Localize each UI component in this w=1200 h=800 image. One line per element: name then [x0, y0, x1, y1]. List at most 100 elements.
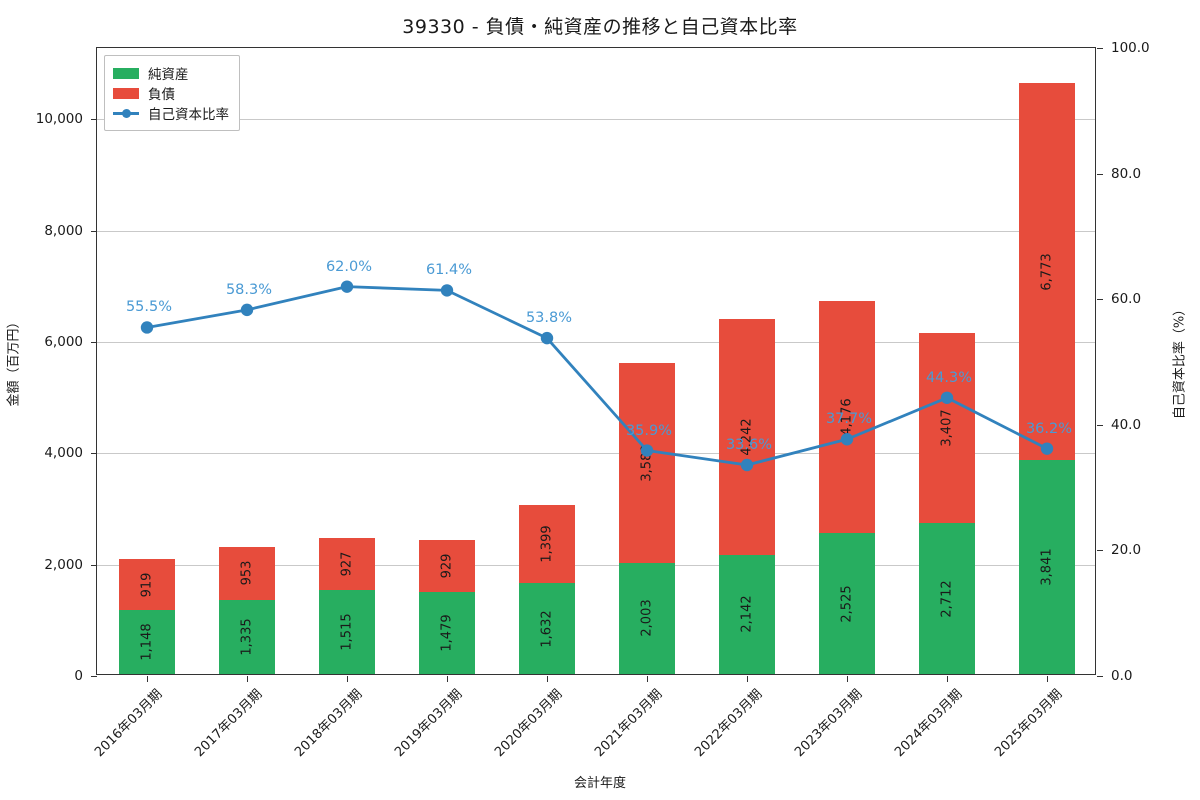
- bar-segment-net-assets[interactable]: 1,335: [219, 599, 275, 674]
- red-swatch-icon: [113, 87, 139, 99]
- legend-label-liabilities: 負債: [148, 87, 175, 103]
- x-tick-label: 2025年03月期: [992, 686, 1066, 761]
- y-tick-mark-right: [1097, 676, 1103, 677]
- x-tick-label: 2024年03月期: [892, 686, 966, 761]
- line-marker[interactable]: [440, 284, 454, 297]
- bar-segment-liabilities[interactable]: 3,407: [919, 333, 975, 524]
- line-marker[interactable]: [640, 444, 654, 457]
- line-value-label: 61.4%: [425, 262, 473, 279]
- bar-group[interactable]: 3,841 6,773: [1019, 46, 1075, 674]
- line-marker[interactable]: [240, 303, 254, 317]
- bar-segment-liabilities[interactable]: 953: [219, 546, 275, 600]
- line-marker[interactable]: [840, 433, 854, 446]
- x-tick-mark: [947, 676, 948, 682]
- line-marker[interactable]: [740, 458, 754, 472]
- y-tick-label-left: 0: [74, 668, 83, 684]
- x-tick-mark: [647, 676, 648, 682]
- bar-segment-net-assets[interactable]: 1,632: [519, 583, 575, 674]
- bar-segment-liabilities[interactable]: 4,242: [719, 318, 775, 555]
- bar-segment-net-assets[interactable]: 1,148: [119, 610, 175, 674]
- legend-item-net-assets: 純資産: [113, 63, 229, 83]
- bar-segment-liabilities[interactable]: 4,176: [819, 300, 875, 534]
- x-tick-mark: [447, 676, 448, 682]
- bar-group[interactable]: 2,142 4,242: [719, 46, 775, 674]
- x-tick-label: 2017年03月期: [192, 686, 266, 761]
- y-tick-label-left: 2,000: [44, 556, 83, 573]
- line-marker[interactable]: [1040, 442, 1054, 455]
- x-tick-mark: [147, 676, 148, 682]
- chart-legend: 純資産 負債 自己資本比率: [104, 55, 240, 131]
- y-tick-label-left: 4,000: [44, 445, 83, 462]
- x-axis-label: 会計年度: [573, 776, 626, 791]
- y-tick-label-right: 60.0: [1111, 291, 1142, 308]
- y-axis-label-left: 金額（百万円）: [6, 315, 22, 407]
- bar-group[interactable]: 1,515 927: [319, 46, 375, 674]
- x-tick-label: 2018年03月期: [292, 686, 366, 761]
- bar-segment-liabilities[interactable]: 919: [119, 558, 175, 611]
- bar-segment-liabilities[interactable]: 929: [419, 539, 475, 592]
- bar-segment-net-assets[interactable]: 2,525: [819, 533, 875, 674]
- green-swatch-icon: [113, 67, 139, 79]
- line-value-label: 55.5%: [125, 299, 173, 316]
- line-marker[interactable]: [340, 280, 354, 293]
- line-marker[interactable]: [140, 321, 154, 334]
- line-value-label: 36.2%: [1025, 420, 1073, 437]
- line-value-label: 58.3%: [225, 281, 273, 298]
- y-tick-label-right: 40.0: [1111, 416, 1142, 433]
- gridline: [97, 341, 1095, 343]
- y-tick-label-right: 0.0: [1111, 668, 1133, 684]
- y-tick-mark-left: [91, 119, 97, 121]
- legend-item-liabilities: 負債: [113, 83, 229, 103]
- gridline: [97, 119, 1095, 121]
- line-value-label: 62.0%: [325, 258, 373, 275]
- bar-segment-liabilities[interactable]: 6,773: [1019, 83, 1075, 461]
- bar-segment-net-assets[interactable]: 3,841: [1019, 460, 1075, 674]
- bar-group[interactable]: 1,479 929: [419, 46, 475, 674]
- bar-group[interactable]: 2,003 3,580: [619, 46, 675, 674]
- y-tick-label-left: 8,000: [44, 222, 83, 239]
- bar-segment-liabilities[interactable]: 1,399: [519, 505, 575, 584]
- y-tick-mark-left: [91, 564, 97, 566]
- bar-segment-liabilities[interactable]: 3,580: [619, 363, 675, 563]
- gridline: [97, 230, 1095, 232]
- x-tick-label: 2020年03月期: [492, 686, 566, 761]
- gridline: [97, 564, 1095, 566]
- bar-group[interactable]: 1,148 919: [119, 46, 175, 674]
- bar-group[interactable]: 2,525 4,176: [819, 46, 875, 674]
- plot-area: 0 2,000 4,000 6,000 8,000 10,000 0.0 20.0 40.0 60…: [36, 40, 1150, 684]
- x-tick-label: 2023年03月期: [792, 686, 866, 761]
- y-tick-mark-left: [91, 453, 97, 455]
- y-tick-label-left: 10,000: [35, 111, 83, 128]
- x-tick-mark: [747, 676, 748, 682]
- y-axis-label-right: 自己資本比率（%）: [1172, 302, 1188, 420]
- line-value-label: 44.3%: [925, 369, 973, 386]
- bar-segment-net-assets[interactable]: 2,142: [719, 554, 775, 674]
- y-tick-mark-right: [1097, 299, 1103, 301]
- bar-segment-net-assets[interactable]: 2,003: [619, 562, 675, 674]
- y-tick-label-right: 100.0: [1111, 40, 1150, 56]
- gridline: [97, 453, 1095, 455]
- y-tick-label-right: 20.0: [1111, 542, 1142, 559]
- bar-group[interactable]: 2,712 3,407: [919, 46, 975, 674]
- legend-label-net-assets: 純資産: [148, 67, 189, 83]
- y-tick-mark-left: [91, 341, 97, 343]
- bar-group[interactable]: 1,632 1,399: [519, 46, 575, 674]
- y-tick-mark-right: [1097, 424, 1103, 426]
- equity-ratio-line: [140, 280, 1054, 472]
- y-tick-mark-right: [1097, 173, 1103, 175]
- bar-segment-net-assets[interactable]: 1,515: [319, 589, 375, 674]
- x-tick-mark: [347, 676, 348, 682]
- bar-segment-net-assets[interactable]: 2,712: [919, 523, 975, 674]
- line-value-label: 53.8%: [525, 310, 573, 327]
- bar-segment-liabilities[interactable]: 927: [319, 538, 375, 590]
- blue-line-marker-icon: [113, 108, 139, 119]
- x-tick-mark: [547, 676, 548, 682]
- bar-group[interactable]: 1,335 953: [219, 46, 275, 674]
- line-marker[interactable]: [940, 391, 954, 404]
- x-tick-mark: [847, 676, 848, 682]
- y-tick-mark-right: [1097, 550, 1103, 552]
- line-marker[interactable]: [540, 331, 554, 345]
- x-tick-label: 2021年03月期: [592, 686, 666, 761]
- bar-segment-net-assets[interactable]: 1,479: [419, 591, 475, 674]
